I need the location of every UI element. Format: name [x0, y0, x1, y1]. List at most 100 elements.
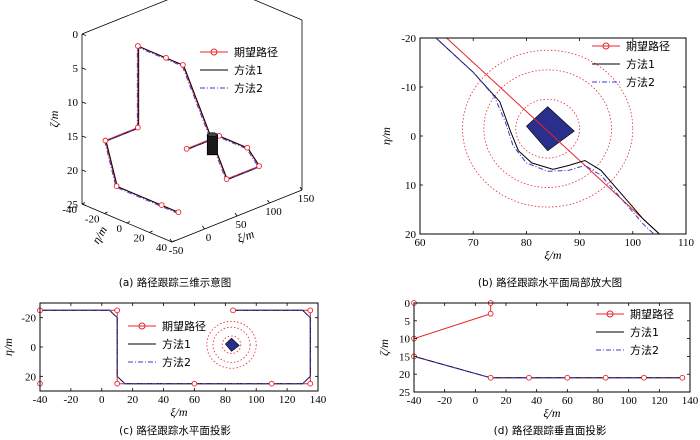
method2-line [40, 309, 311, 385]
z-tick-label: 10 [67, 97, 79, 109]
x-tick-label: 20 [127, 394, 139, 406]
waypoint-marker [487, 374, 494, 381]
eta-tick-label: -40 [62, 204, 77, 216]
y-tick-label: -10 [401, 82, 416, 94]
waypoint-marker [114, 380, 121, 387]
desired-path [414, 355, 683, 379]
waypoint-marker-3d [113, 183, 120, 189]
legend-desired-label: 期望路径 [234, 46, 278, 59]
x-tick-label: 0 [99, 394, 105, 406]
x-tick-label: 110 [678, 237, 695, 249]
z-tick-mark [81, 203, 87, 206]
waypoint-marker [268, 380, 275, 387]
legend-method1-label: 方法1 [630, 325, 659, 339]
panel-d: -40 -20 0 20 40 60 80 100 120 140 0 5 10 15 20 25 ξ/m ζ/m… [377, 298, 699, 420]
z-tick-mark [81, 169, 87, 172]
legend-desired-marker [602, 42, 610, 50]
z-tick-mark [81, 33, 87, 36]
y-tick-label: 20 [25, 371, 37, 383]
method1-line [435, 38, 660, 234]
x-tick-label: 140 [310, 394, 327, 406]
waypoint-marker-3d [158, 202, 165, 208]
waypoint-marker [307, 380, 314, 387]
x-tick-label: 90 [574, 237, 586, 249]
x-tick-label: 0 [473, 395, 479, 407]
eta-tick-label: 20 [134, 233, 146, 245]
x-tick-label: -40 [407, 395, 422, 407]
y-tick-label: 0 [405, 298, 411, 310]
y-tick-label: 5 [405, 316, 411, 328]
x-axis-label: ξ/m [543, 406, 560, 420]
waypoint-marker [526, 374, 532, 381]
legend-method2-label: 方法2 [626, 75, 655, 89]
y-axis-label: η/m [379, 127, 393, 145]
legend-method2-label: 方法2 [630, 343, 659, 357]
waypoint-marker-3d [183, 145, 190, 152]
legend-method1-label: 方法1 [162, 337, 191, 351]
x-tick-label: -40 [33, 394, 48, 406]
xi-tick-label: 0 [206, 232, 212, 244]
eta-tick-mark [104, 211, 108, 214]
x-tick-label: 140 [682, 395, 699, 407]
z-tick-mark [81, 135, 87, 138]
method1-line [414, 355, 683, 379]
z-tick-label: 0 [73, 29, 79, 41]
caption-a: (a) 路径跟踪三维示意图 [119, 276, 231, 289]
legend-method2-label: 方法2 [162, 355, 191, 369]
eta-tick-mark [126, 221, 131, 224]
waypoint-marker-3d [135, 124, 141, 131]
legend-desired-label: 期望路径 [162, 320, 206, 333]
xi-tick-label: 50 [236, 219, 248, 231]
plot-area [435, 38, 661, 234]
xi-tick-mark [267, 199, 270, 204]
legend-desired-label: 期望路径 [630, 308, 674, 321]
obstacle [224, 337, 240, 352]
z-tick-mark [81, 101, 87, 104]
axes-frame [413, 302, 691, 393]
z-axis-label: ζ/m [47, 110, 61, 127]
y-axis-label: ζ/m [377, 339, 391, 356]
z-tick-mark [81, 67, 87, 70]
waypoint-marker-3d [163, 54, 169, 61]
x-tick-label: 70 [468, 237, 480, 249]
y-tick-label: 0 [31, 342, 37, 354]
obstacle-cylinder [206, 134, 218, 156]
xi-tick-label: 150 [298, 193, 315, 205]
x-tick-label: -20 [64, 394, 79, 406]
legend-method1-label: 方法1 [626, 57, 655, 71]
safety-circle [206, 320, 257, 369]
x-tick-label: 100 [248, 394, 265, 406]
waypoint-marker [307, 307, 314, 314]
z-tick-label: 5 [73, 63, 79, 75]
y-tick-label: 10 [405, 180, 417, 192]
x-tick-label: 80 [220, 394, 232, 406]
x-tick-label: 120 [651, 395, 668, 407]
caption-d: (d) 路径跟踪垂直面投影 [494, 424, 607, 437]
y-tick-label: 10 [399, 334, 411, 346]
eta-tick-mark [81, 202, 86, 205]
x-tick-label: 80 [593, 395, 605, 407]
waypoint-marker [191, 380, 198, 387]
xi-axis-label: ξ/m [235, 227, 256, 246]
x-tick-label: 40 [531, 395, 543, 407]
eta-tick-mark [171, 240, 176, 243]
waypoint-marker-3d [180, 62, 186, 68]
x-axis-label: ξ/m [170, 405, 187, 419]
eta-axis-label: η/m [89, 223, 110, 246]
z-tick-label: 15 [67, 131, 79, 143]
x-tick-label: -20 [437, 395, 452, 407]
panel-a: 0 5 10 15 20 25-40 -20 0 20 40 -50 0 50 100 150 ζ/m η/m ξ… [47, 0, 315, 257]
legend-method1-label: 方法1 [234, 63, 263, 77]
safety-circle [221, 335, 242, 355]
waypoint-marker [114, 307, 121, 314]
waypoint-marker [487, 310, 494, 317]
x-tick-label: 80 [521, 237, 533, 249]
y-tick-label: -20 [401, 33, 416, 45]
x-tick-label: 60 [189, 394, 201, 406]
obstacle [525, 106, 575, 152]
waypoint-marker-3d [244, 144, 251, 151]
xi-tick-mark [234, 212, 238, 217]
safety-circle [483, 69, 612, 188]
eta-tick-mark [149, 230, 153, 233]
